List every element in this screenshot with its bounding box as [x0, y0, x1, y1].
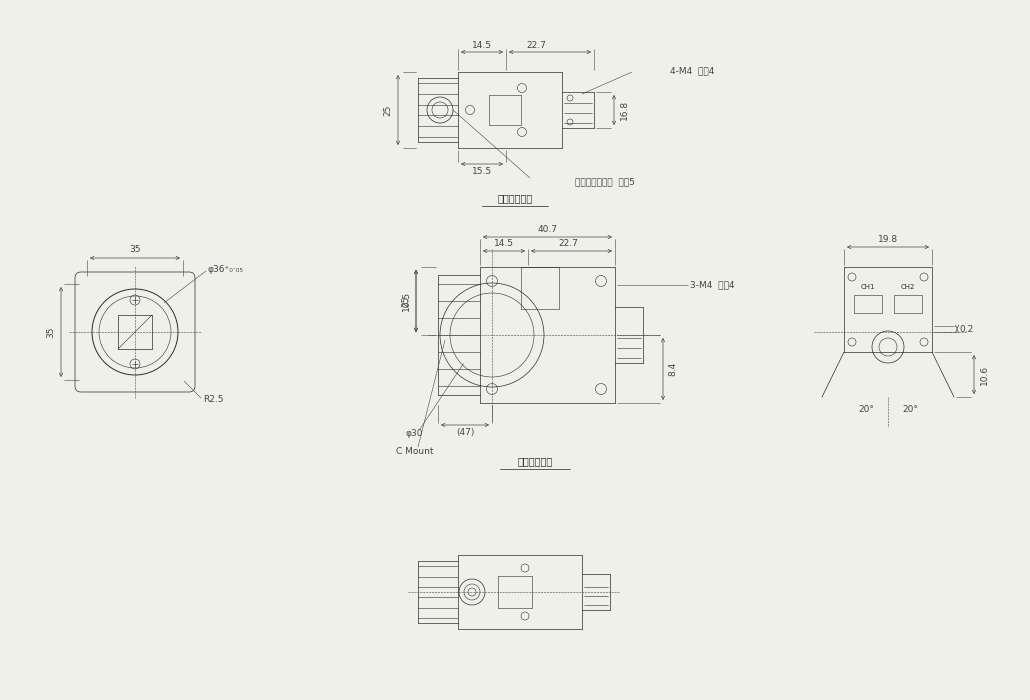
Text: 25: 25	[402, 295, 411, 307]
Text: φ36⁺₀·₀₅: φ36⁺₀·₀₅	[208, 265, 244, 274]
Text: カメラ三脚ネジ  深さ5: カメラ三脚ネジ 深さ5	[575, 178, 634, 186]
Text: 20°: 20°	[858, 405, 873, 414]
Text: 0.2: 0.2	[960, 325, 974, 333]
Text: 15.5: 15.5	[472, 167, 492, 176]
Text: 19.8: 19.8	[878, 234, 898, 244]
Text: R2.5: R2.5	[203, 395, 224, 405]
Text: 10.6: 10.6	[980, 365, 989, 384]
Text: 8.4: 8.4	[668, 362, 678, 376]
Text: 40.7: 40.7	[538, 225, 557, 234]
Text: 4-M4  深さ4: 4-M4 深さ4	[670, 66, 715, 76]
Text: 3-M4  深さ4: 3-M4 深さ4	[690, 281, 734, 290]
Text: C Mount: C Mount	[396, 447, 434, 456]
Text: 35: 35	[129, 246, 141, 255]
Text: 25: 25	[383, 104, 392, 116]
Text: 14.5: 14.5	[494, 239, 514, 248]
Text: 14.5: 14.5	[472, 41, 492, 50]
Text: CH2: CH2	[901, 284, 916, 290]
Text: 22.7: 22.7	[526, 41, 546, 50]
Text: 対面同一形犴: 対面同一形犴	[497, 193, 533, 203]
Text: 10.5: 10.5	[402, 291, 411, 311]
Text: φ30: φ30	[406, 428, 423, 438]
Text: 22.7: 22.7	[558, 239, 578, 248]
Text: CH1: CH1	[861, 284, 875, 290]
Text: 35: 35	[46, 326, 56, 338]
Text: 対面同一形犴: 対面同一形犴	[517, 456, 553, 466]
Text: 20°: 20°	[902, 405, 918, 414]
Text: (47): (47)	[456, 428, 474, 438]
Text: 16.8: 16.8	[619, 100, 628, 120]
